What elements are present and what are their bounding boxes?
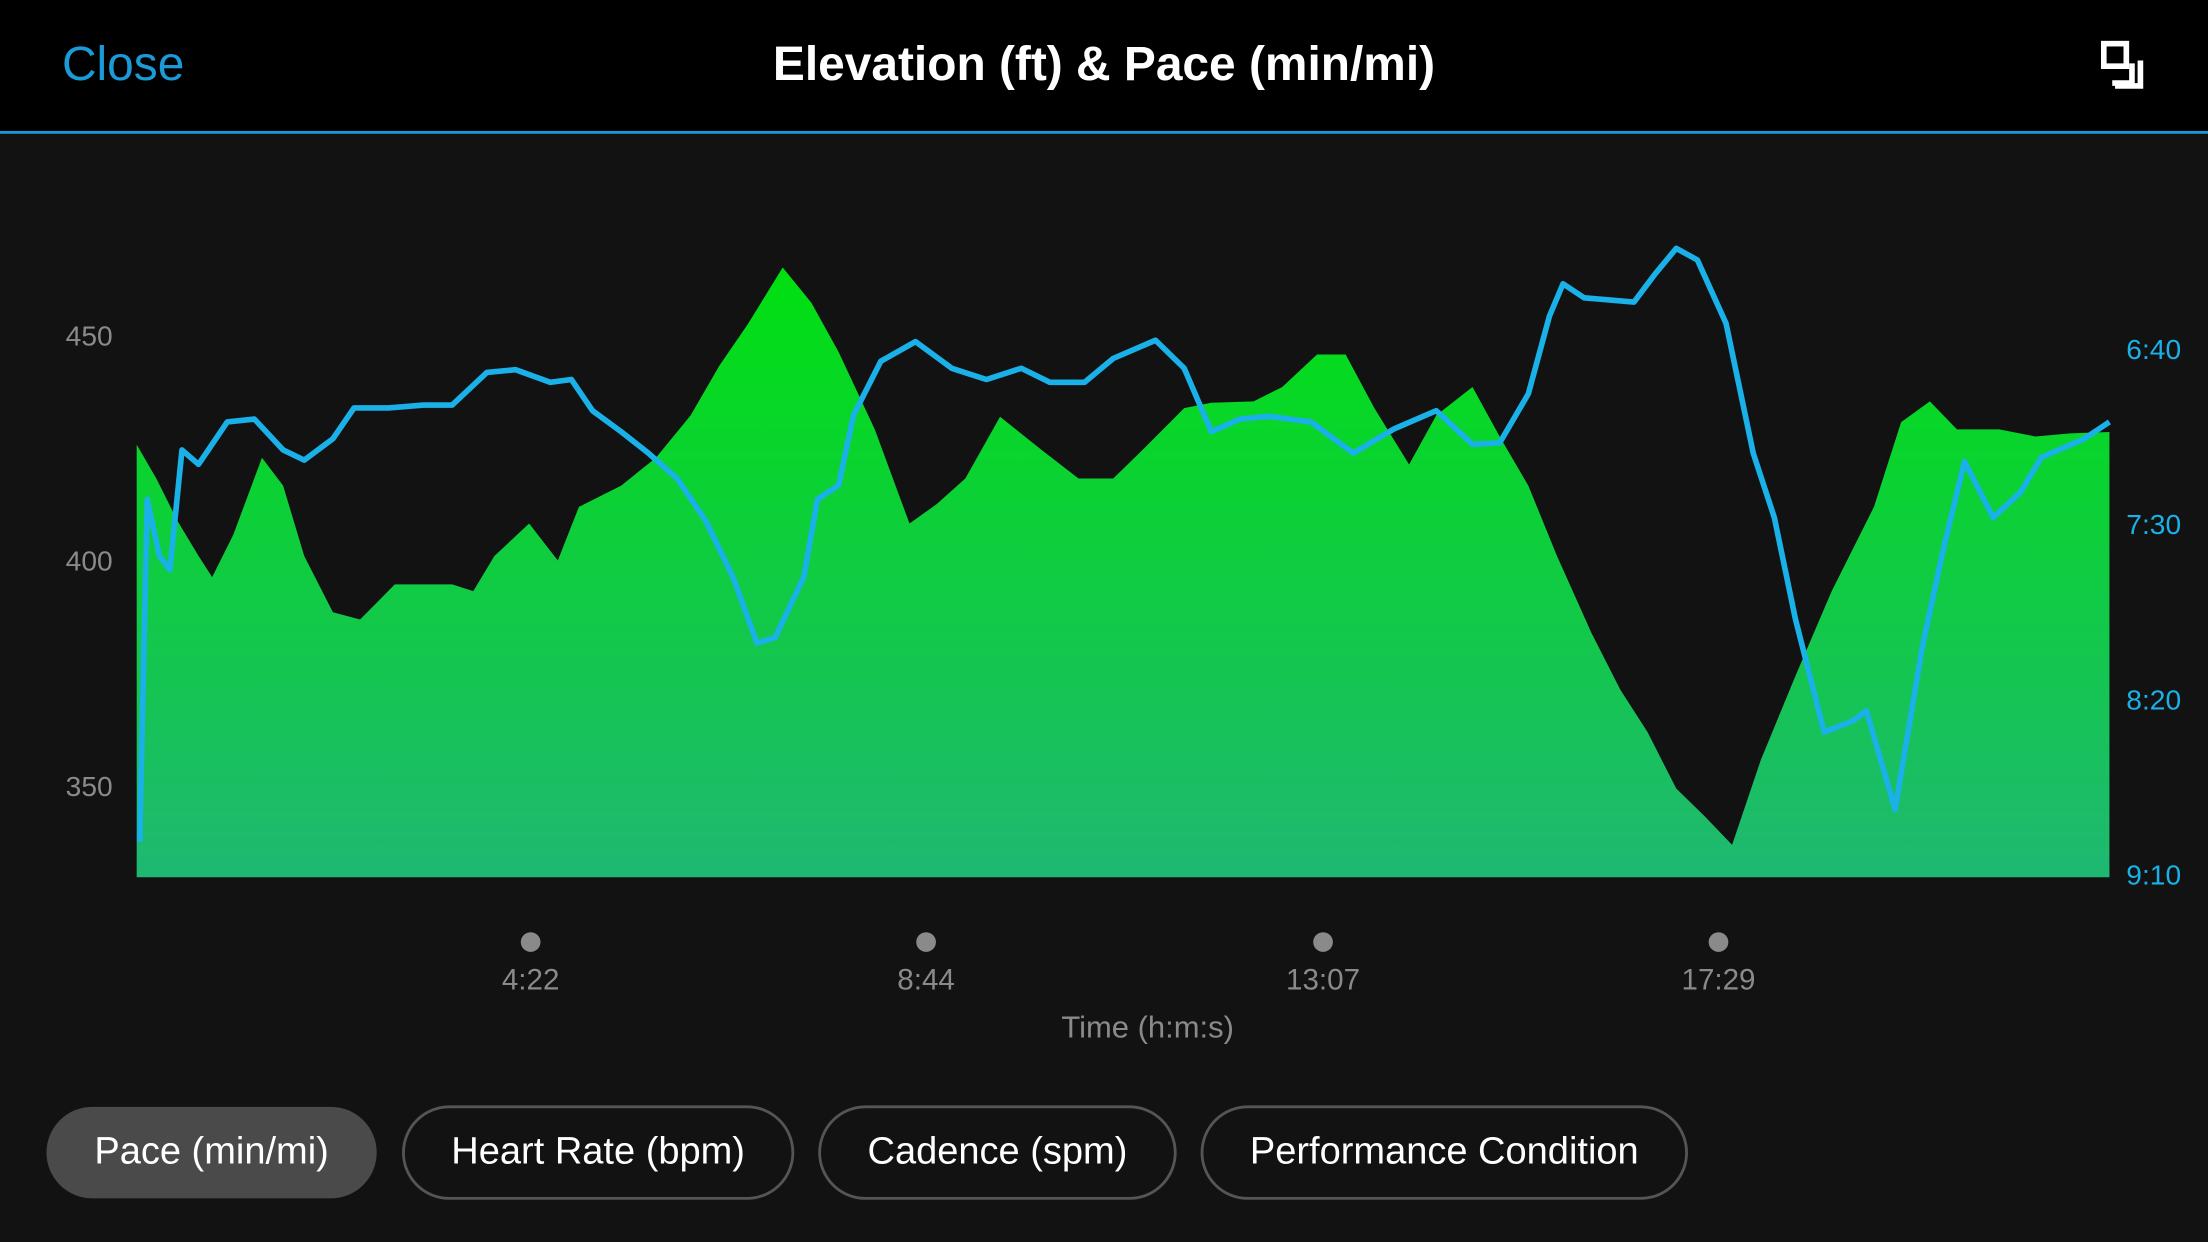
y2-tick-label: 8:20 (2126, 684, 2181, 715)
tab-background (818, 1105, 1177, 1200)
y2-tick-label: 7:30 (2126, 509, 2181, 540)
elevation-area (136, 267, 2110, 878)
header-bar (0, 0, 2208, 133)
y-tick-label: 350 (66, 771, 113, 802)
tab-background (402, 1105, 795, 1200)
pace-line (136, 245, 2111, 842)
header-title: Elevation (ft) & Pace (min/mi) (773, 38, 1435, 91)
y-tick-label: 400 (66, 546, 113, 577)
x-tick-dot (520, 932, 541, 952)
y2-tick-label: 6:40 (2126, 334, 2181, 365)
x-tick-label: 8:44 (897, 963, 955, 996)
tab-button[interactable]: Heart Rate (bpm) (402, 1105, 795, 1200)
x-tick-dot (1708, 932, 1729, 952)
x-tick-dot (916, 932, 936, 952)
tab-label: Pace (min/mi) (94, 1130, 328, 1172)
tab-background (46, 1106, 377, 1199)
tab-label: Cadence (spm) (867, 1130, 1127, 1172)
tab-button[interactable]: Pace (min/mi) (46, 1106, 377, 1199)
tab-label: Heart Rate (bpm) (451, 1130, 745, 1172)
tab-button[interactable]: Cadence (spm) (818, 1105, 1177, 1200)
expand-icon[interactable] (2100, 40, 2144, 89)
x-tick-label: 4:22 (502, 963, 560, 996)
y2-tick-label: 9:10 (2126, 860, 2181, 891)
tab-button[interactable]: Performance Condition (1200, 1105, 1688, 1200)
close-button[interactable]: Close (62, 38, 184, 91)
x-tick-label: 17:29 (1682, 963, 1756, 996)
x-axis-label: Time (h:m:s) (1061, 1010, 1234, 1045)
header-divider (0, 130, 2208, 134)
y-tick-label: 450 (66, 320, 113, 351)
tab-background (1200, 1105, 1688, 1200)
x-tick-dot (1313, 932, 1333, 952)
x-tick-label: 13:07 (1286, 963, 1360, 996)
tab-label: Performance Condition (1250, 1130, 1639, 1172)
